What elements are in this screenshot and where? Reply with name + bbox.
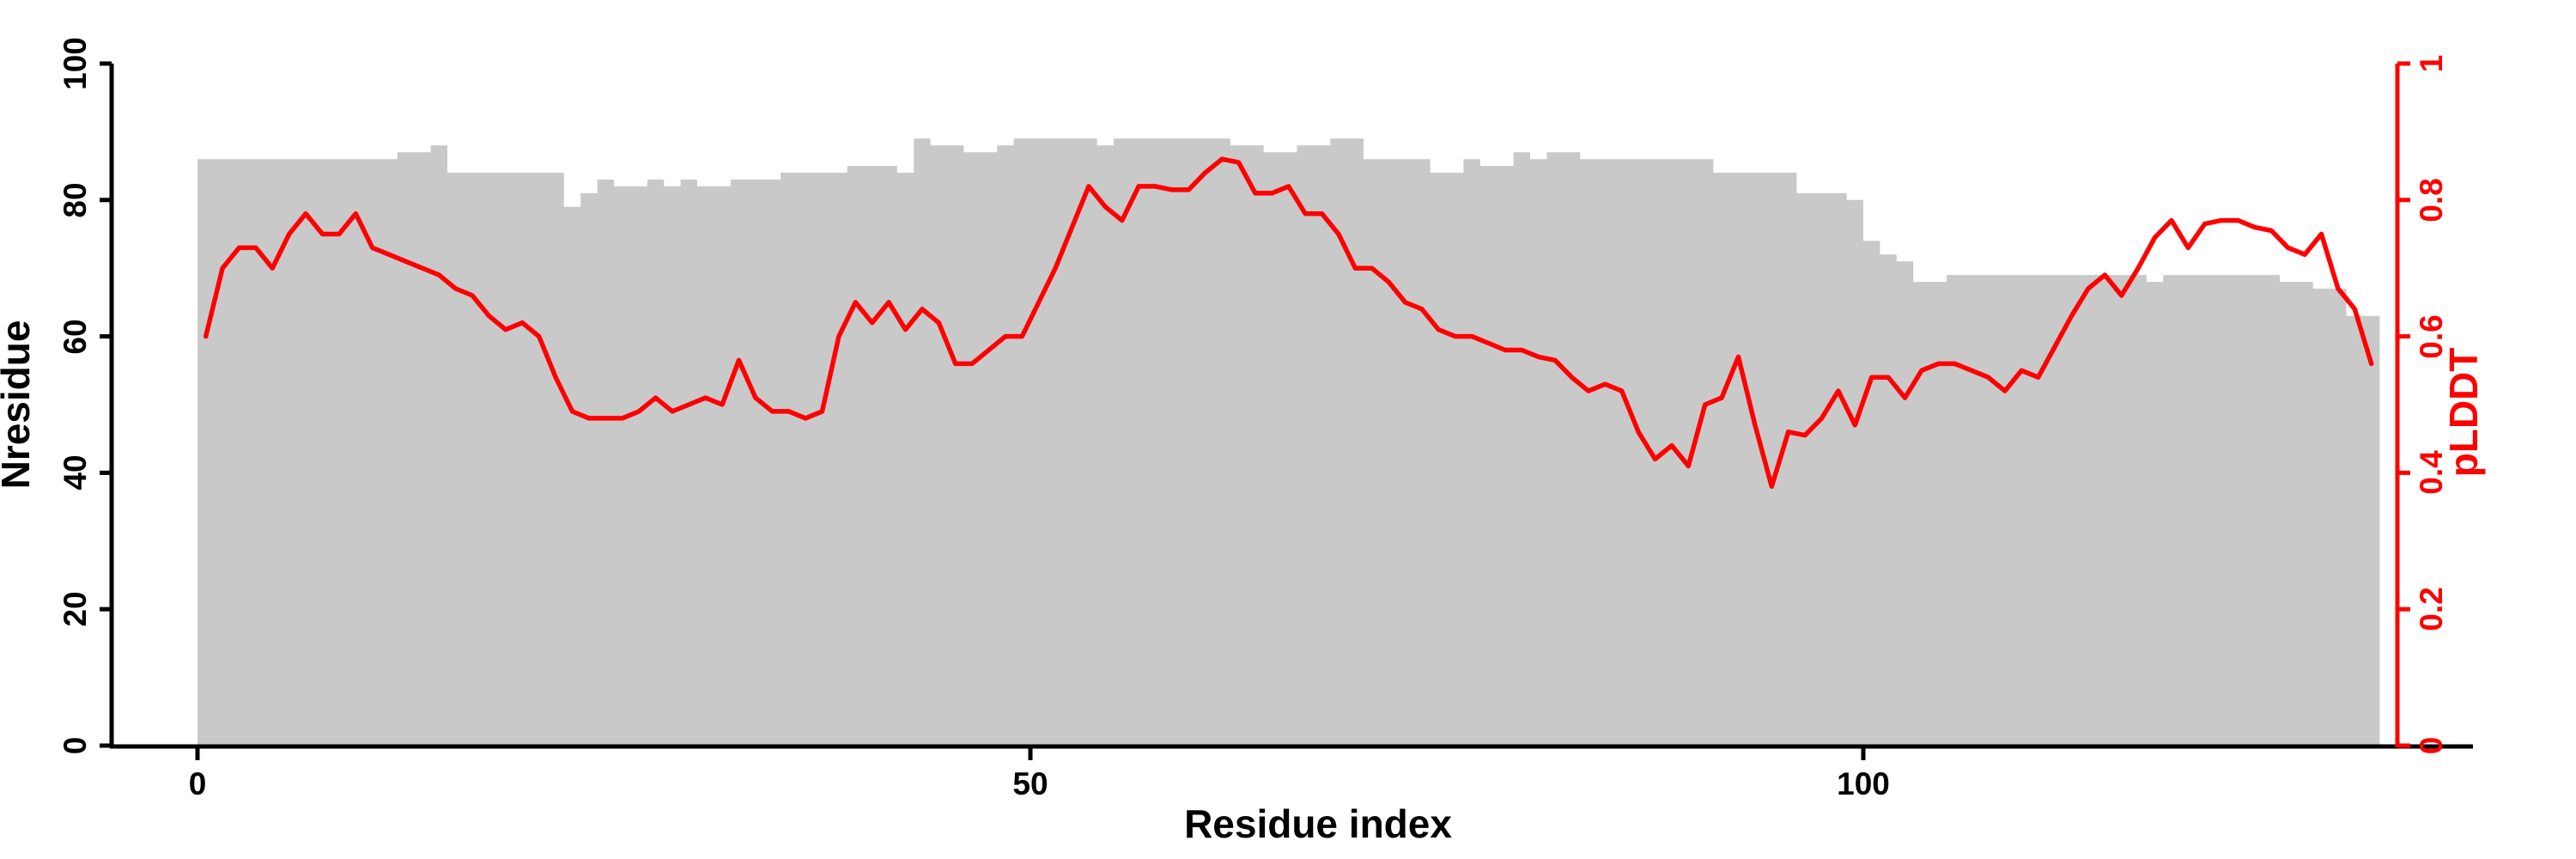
- left-tick-label-80: 80: [58, 182, 93, 217]
- right-axis-ticks: [2397, 61, 2410, 748]
- right-axis-tick-labels: 0 0.2 0.4 0.6 0.8 1: [2414, 55, 2449, 755]
- left-axis-tick-labels: 0 20 40 60 80 100: [58, 37, 93, 754]
- left-tick-label-0: 0: [58, 737, 93, 755]
- right-tick-label-0.4: 0.4: [2414, 450, 2449, 495]
- left-tick-label-40: 40: [58, 454, 93, 490]
- left-axis-ticks: [100, 61, 112, 748]
- x-tick-label-50: 50: [1012, 766, 1048, 801]
- left-tick-label-60: 60: [58, 319, 93, 354]
- x-tick-label-100: 100: [1837, 766, 1890, 801]
- right-tick-label-1: 1: [2414, 55, 2449, 73]
- x-axis-title: Residue index: [1184, 801, 1452, 846]
- right-tick-label-0.8: 0.8: [2414, 178, 2449, 222]
- left-tick-label-100: 100: [58, 37, 93, 90]
- right-tick-label-0.6: 0.6: [2414, 314, 2449, 358]
- right-tick-label-0.2: 0.2: [2414, 587, 2449, 631]
- left-tick-label-20: 20: [58, 591, 93, 626]
- right-axis-title: pLDDT: [2441, 348, 2486, 478]
- nresidue-bars-series: [197, 138, 2380, 746]
- x-tick-label-0: 0: [189, 766, 207, 801]
- x-axis-tick-labels: 0 50 100: [189, 766, 1890, 801]
- plddt-line-series: [203, 156, 2374, 490]
- left-axis-title: Nresidue: [0, 320, 38, 490]
- right-tick-label-0: 0: [2414, 737, 2449, 755]
- x-axis-ticks: [195, 746, 1866, 760]
